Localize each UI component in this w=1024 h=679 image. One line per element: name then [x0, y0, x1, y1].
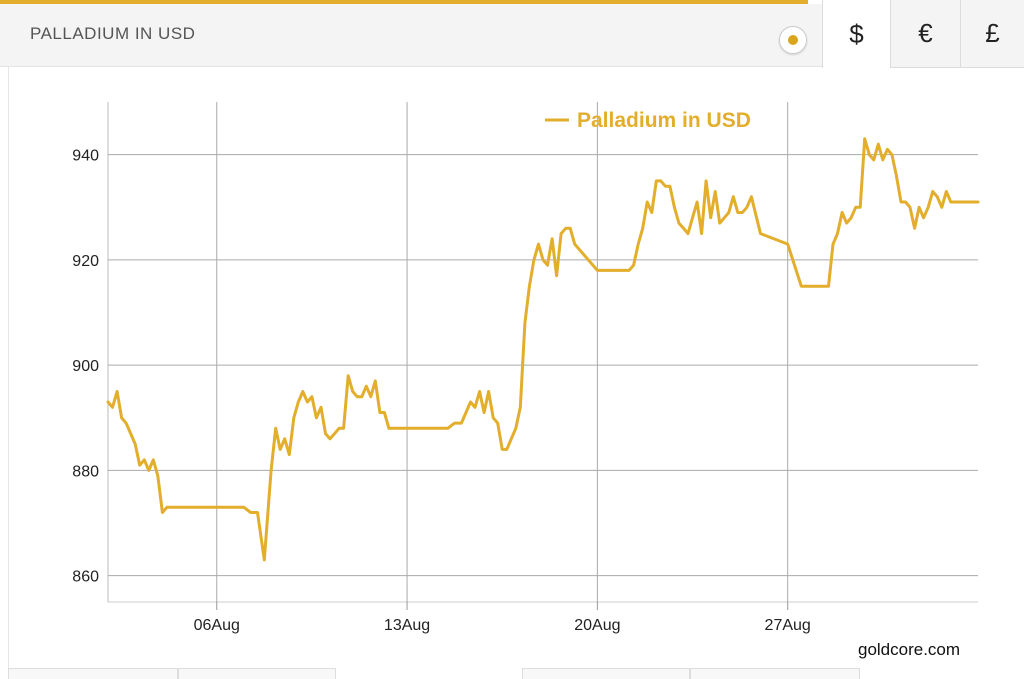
- x-tick-label: 20Aug: [574, 617, 620, 634]
- x-tick-label: 27Aug: [765, 617, 811, 634]
- tab-currency-usd[interactable]: $: [822, 0, 890, 68]
- price-chart-svg: 860 880 900 920 940 06Aug 13Aug 20Aug 27Aug Pal…: [72, 102, 980, 634]
- bottom-tab[interactable]: [8, 668, 178, 679]
- y-tick-label: 880: [72, 463, 99, 480]
- source-credit[interactable]: goldcore.com: [858, 640, 961, 659]
- bottom-tab[interactable]: [178, 668, 336, 679]
- y-tick-label: 940: [72, 148, 99, 165]
- panel-border: [8, 66, 9, 679]
- series-layer: [106, 137, 980, 562]
- chart-header: PALLADIUM IN USD: [0, 4, 822, 67]
- bottom-tab[interactable]: [690, 668, 860, 679]
- series-line-palladium[interactable]: [106, 137, 980, 562]
- top-accent-strip: [0, 0, 808, 4]
- y-tick-label: 860: [72, 569, 99, 586]
- metal-selector-toggle[interactable]: [779, 26, 807, 54]
- legend-label: Palladium in USD: [577, 109, 751, 132]
- chart-legend: Palladium in USD: [545, 109, 751, 132]
- y-axis: 860 880 900 920 940: [72, 148, 99, 586]
- bottom-tab[interactable]: [522, 668, 690, 679]
- bottom-tabs-strip: [0, 668, 1024, 679]
- y-tick-label: 900: [72, 358, 99, 375]
- chart-header-title: PALLADIUM IN USD: [30, 24, 196, 43]
- x-axis: 06Aug 13Aug 20Aug 27Aug: [194, 602, 811, 634]
- y-tick-label: 920: [72, 253, 99, 270]
- x-tick-label: 06Aug: [194, 617, 240, 634]
- tab-currency-gbp[interactable]: £: [960, 0, 1024, 68]
- x-tick-label: 13Aug: [384, 617, 430, 634]
- tab-currency-eur[interactable]: €: [890, 0, 960, 68]
- chart-grid: [107, 102, 978, 603]
- chart-area: 860 880 900 920 940 06Aug 13Aug 20Aug 27Aug Pal…: [0, 66, 1024, 666]
